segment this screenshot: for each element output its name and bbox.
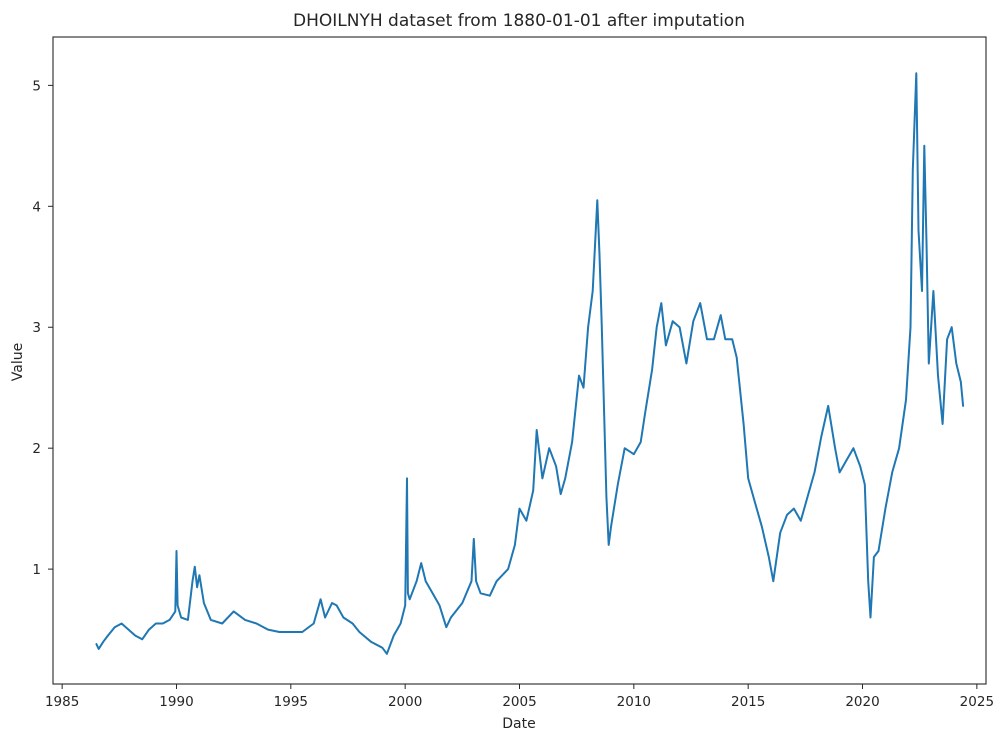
chart-title: DHOILNYH dataset from 1880-01-01 after i… (293, 11, 745, 31)
x-tick-label: 2015 (731, 694, 765, 710)
y-tick-label: 1 (32, 562, 41, 578)
series-line (95, 72, 965, 655)
y-tick-label: 4 (32, 199, 41, 215)
plot-frame (52, 36, 987, 685)
x-tick-label: 1995 (274, 694, 308, 710)
y-tick-label: 2 (32, 441, 41, 457)
x-tick-label: 1990 (159, 694, 193, 710)
y-tick-label: 3 (32, 320, 41, 336)
x-tick-label: 2005 (502, 694, 536, 710)
x-tick-label: 1985 (45, 694, 79, 710)
y-axis-label: Value (10, 343, 26, 381)
x-axis-label: Date (502, 716, 535, 732)
x-tick-label: 2010 (617, 694, 651, 710)
x-tick-label: 2000 (388, 694, 422, 710)
x-tick-label: 2020 (845, 694, 879, 710)
y-axis-ticks: 1 2 3 4 5 (32, 78, 53, 578)
y-tick-label: 5 (32, 78, 41, 94)
x-tick-label: 2025 (960, 694, 994, 710)
plot-area (95, 72, 965, 655)
x-axis-ticks: 1985 1990 1995 2000 2005 2010 2015 2020 2025 (45, 684, 994, 710)
